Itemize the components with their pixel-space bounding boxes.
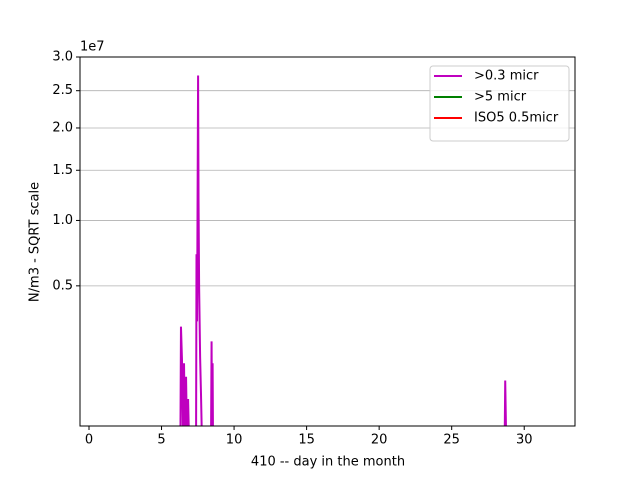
x-tick-label: 30 [516,433,533,448]
legend-label: ISO5 0.5micr [474,111,559,126]
x-axis-label: 410 -- day in the month [251,455,405,470]
x-tick-label: 0 [85,433,93,448]
legend: >0.3 micr >5 micr ISO5 0.5micr [429,65,570,142]
x-tick-label: 20 [371,433,388,448]
plot-area [179,75,507,426]
y-tick-label: 0.5 [52,278,73,293]
y-tick-label: 1.5 [52,163,73,178]
y-tick-label: 2.5 [52,83,73,98]
data-line [179,75,507,426]
y-axis-label: N/m3 - SQRT scale [28,182,43,302]
offset-label: 1e7 [80,40,105,55]
y-tick-label: 2.0 [52,120,73,135]
x-tick-label: 15 [298,433,315,448]
x-tick-label: 10 [226,433,243,448]
legend-label: >5 micr [474,90,527,105]
legend-box [429,65,570,142]
legend-label: >0.3 micr [474,69,539,84]
y-tick-label: 1.0 [52,213,73,228]
axes-frame [79,56,576,427]
y-tick-label: 3.0 [52,50,73,65]
x-tick-label: 5 [157,433,165,448]
x-tick-label: 25 [443,433,460,448]
